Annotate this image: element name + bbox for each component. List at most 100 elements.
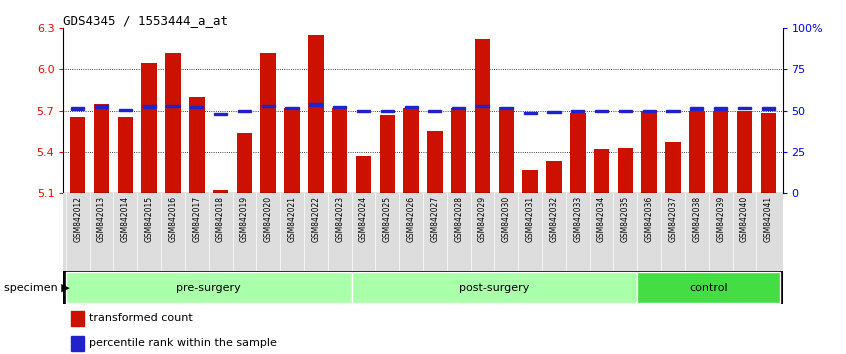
Bar — [118, 118, 133, 193]
Bar — [190, 106, 203, 108]
Bar — [761, 107, 775, 109]
Text: transformed count: transformed count — [90, 313, 193, 323]
Bar — [570, 113, 585, 193]
Text: GSM842026: GSM842026 — [407, 196, 415, 242]
Bar — [333, 106, 346, 108]
Bar — [547, 111, 561, 113]
Text: GSM842034: GSM842034 — [597, 196, 606, 242]
Text: GSM842036: GSM842036 — [645, 196, 654, 242]
Bar — [667, 109, 679, 112]
Bar — [452, 107, 465, 109]
Bar — [714, 107, 728, 109]
Bar — [595, 110, 608, 112]
Text: GSM842037: GSM842037 — [668, 196, 678, 242]
Text: specimen ▶: specimen ▶ — [4, 282, 70, 293]
Text: GSM842012: GSM842012 — [74, 196, 82, 242]
Text: GSM842015: GSM842015 — [145, 196, 154, 242]
Bar — [594, 149, 609, 193]
Text: GSM842025: GSM842025 — [382, 196, 392, 242]
Bar — [475, 39, 491, 193]
Bar — [571, 110, 585, 112]
Bar — [189, 97, 205, 193]
Text: GSM842032: GSM842032 — [549, 196, 558, 242]
Bar — [404, 108, 419, 193]
Text: GSM842027: GSM842027 — [431, 196, 439, 242]
Bar — [355, 156, 371, 193]
Bar — [665, 142, 681, 193]
Bar — [380, 115, 395, 193]
Text: control: control — [689, 282, 728, 293]
Bar — [641, 110, 657, 193]
Bar — [738, 107, 751, 109]
Text: GSM842013: GSM842013 — [97, 196, 106, 242]
Text: GSM842016: GSM842016 — [168, 196, 178, 242]
Bar — [94, 104, 109, 193]
Text: GSM842038: GSM842038 — [692, 196, 701, 242]
Bar — [213, 190, 228, 193]
Text: GSM842041: GSM842041 — [764, 196, 772, 242]
Bar — [310, 103, 322, 105]
Bar — [284, 108, 299, 193]
Bar — [690, 107, 703, 109]
Text: GSM842023: GSM842023 — [335, 196, 344, 242]
Bar — [71, 108, 85, 110]
Text: GSM842017: GSM842017 — [192, 196, 201, 242]
Bar — [141, 63, 157, 193]
Bar — [66, 273, 352, 303]
Bar — [332, 108, 348, 193]
Bar — [427, 131, 442, 193]
Bar — [118, 109, 132, 111]
Bar — [237, 132, 252, 193]
Bar — [689, 110, 705, 193]
Text: pre-surgery: pre-surgery — [176, 282, 241, 293]
Bar — [285, 107, 299, 109]
Bar — [500, 107, 513, 109]
Text: GDS4345 / 1553444_a_at: GDS4345 / 1553444_a_at — [63, 14, 228, 27]
Bar — [618, 109, 632, 112]
Bar — [381, 109, 394, 112]
Bar — [498, 107, 514, 193]
Bar — [143, 105, 156, 108]
Text: GSM842030: GSM842030 — [502, 196, 511, 242]
Bar — [238, 109, 251, 112]
Bar — [476, 105, 489, 107]
Bar — [547, 161, 562, 193]
Bar — [737, 110, 752, 193]
Bar — [713, 110, 728, 193]
Bar — [308, 35, 323, 193]
Text: GSM842028: GSM842028 — [454, 196, 464, 242]
Bar — [352, 273, 637, 303]
Text: percentile rank within the sample: percentile rank within the sample — [90, 338, 277, 348]
Bar — [70, 336, 84, 350]
Bar — [523, 170, 538, 193]
Bar — [637, 273, 780, 303]
Text: GSM842024: GSM842024 — [359, 196, 368, 242]
Bar — [70, 118, 85, 193]
Text: GSM842039: GSM842039 — [717, 196, 725, 242]
Bar — [95, 105, 108, 108]
Bar — [167, 105, 179, 107]
Bar — [214, 113, 228, 115]
Text: GSM842022: GSM842022 — [311, 196, 321, 242]
Text: GSM842014: GSM842014 — [121, 196, 129, 242]
Bar — [451, 108, 466, 193]
Bar — [261, 53, 276, 193]
Bar — [643, 110, 656, 112]
Text: post-surgery: post-surgery — [459, 282, 530, 293]
Bar — [761, 113, 776, 193]
Bar — [524, 112, 536, 114]
Text: GSM842033: GSM842033 — [574, 196, 582, 242]
Text: GSM842018: GSM842018 — [216, 196, 225, 242]
Text: GSM842020: GSM842020 — [264, 196, 272, 242]
Text: GSM842040: GSM842040 — [740, 196, 749, 242]
Text: GSM842031: GSM842031 — [525, 196, 535, 242]
Bar — [357, 110, 370, 113]
Text: GSM842021: GSM842021 — [288, 196, 297, 242]
Bar — [404, 106, 418, 108]
Bar — [261, 105, 275, 107]
Text: GSM842019: GSM842019 — [240, 196, 249, 242]
Bar — [70, 311, 84, 326]
Text: GSM842029: GSM842029 — [478, 196, 487, 242]
Bar — [618, 148, 633, 193]
Bar — [428, 109, 442, 112]
